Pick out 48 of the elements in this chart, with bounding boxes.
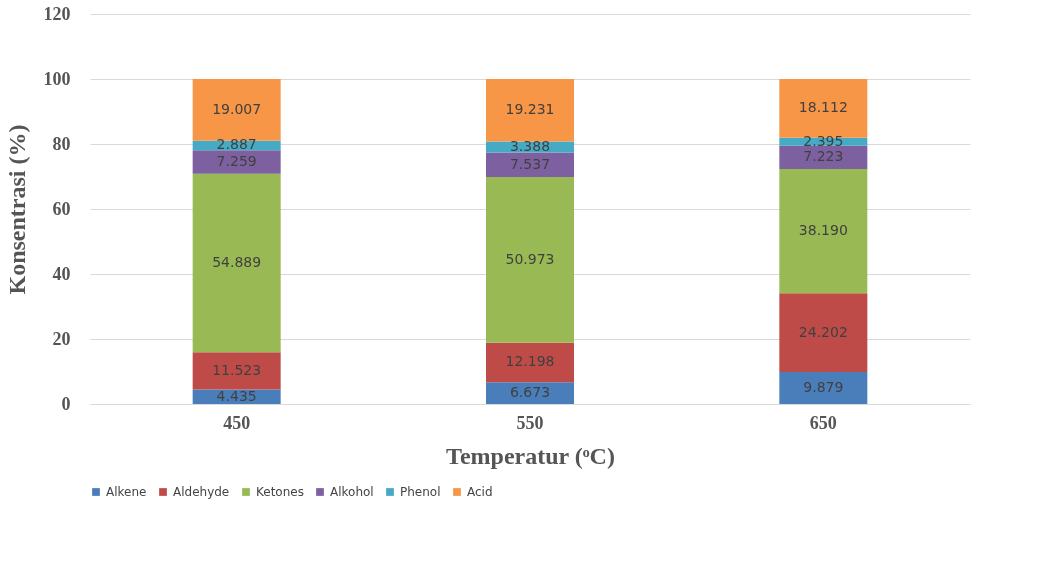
bar	[192, 150, 281, 174]
bar	[486, 152, 574, 178]
bar	[486, 382, 574, 404]
bar	[486, 79, 574, 142]
legend-label: Phenol	[400, 485, 441, 499]
legend-label: Alkohol	[330, 485, 374, 499]
bar	[192, 79, 281, 141]
x-axis-title: Temperatur (ᵒC)	[446, 442, 615, 469]
y-tick-label: 100	[43, 68, 71, 89]
y-tick-label: 120	[43, 3, 71, 24]
bar	[192, 352, 281, 390]
data-label: 18.112	[798, 99, 848, 116]
y-tick-label: 40	[52, 263, 71, 284]
legend-label: Aldehyde	[173, 485, 230, 499]
data-label: 19.007	[212, 100, 262, 117]
data-label: 3.388	[509, 138, 551, 155]
data-label: 50.973	[505, 250, 555, 267]
y-tick-label: 0	[61, 393, 71, 414]
bar	[486, 177, 574, 343]
y-tick-label: 20	[52, 328, 71, 349]
bar	[779, 79, 868, 138]
x-tick-label: 550	[516, 412, 544, 433]
data-label: 12.198	[505, 353, 555, 370]
data-label: 19.231	[505, 101, 555, 118]
data-label: 54.889	[212, 253, 262, 270]
data-label: 7.223	[803, 148, 844, 165]
y-tick-label: 80	[52, 133, 71, 154]
y-axis-title: Konsentrasi (%)	[3, 124, 30, 295]
data-label: 9.879	[803, 378, 844, 395]
data-label: 6.673	[509, 384, 551, 401]
bar	[779, 169, 868, 294]
bar	[486, 342, 574, 383]
data-label: 38.190	[798, 222, 848, 239]
x-tick-label: 450	[223, 412, 251, 433]
bar	[192, 173, 281, 353]
bar	[779, 371, 868, 404]
data-label: 7.537	[509, 155, 551, 172]
data-label: 2.887	[216, 136, 257, 153]
data-label: 11.523	[212, 361, 262, 378]
data-label: 7.259	[216, 152, 257, 169]
legend-label: Ketones	[256, 485, 304, 499]
data-label: 4.435	[216, 387, 257, 404]
legend-label: Acid	[467, 485, 493, 499]
bar	[779, 293, 868, 372]
x-tick-label: 650	[809, 412, 837, 433]
y-tick-label: 60	[52, 198, 71, 219]
data-label: 24.202	[798, 323, 848, 340]
legend-label: Alkene	[106, 485, 147, 499]
